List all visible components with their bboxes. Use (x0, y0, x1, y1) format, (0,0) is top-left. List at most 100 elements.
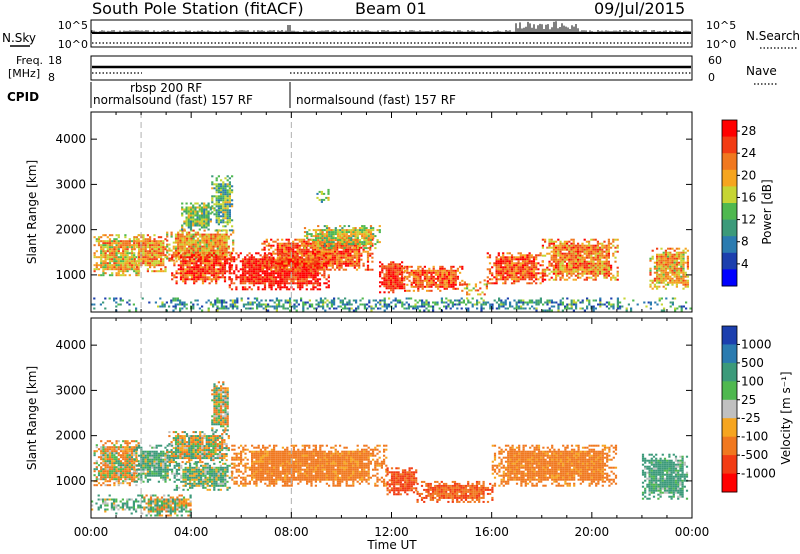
power-cell (116, 238, 118, 240)
power-cell (660, 258, 662, 260)
power-cell (116, 256, 118, 258)
power-cell (212, 306, 214, 308)
power-cell (529, 270, 531, 272)
power-cell (221, 242, 223, 244)
power-cell (122, 254, 124, 256)
power-cell (107, 258, 109, 260)
power-cell (249, 266, 251, 268)
power-cell (100, 304, 102, 306)
power-cell (312, 251, 314, 253)
power-cell (245, 308, 247, 310)
power-cell (303, 261, 305, 263)
power-cell (231, 282, 233, 284)
power-cell (229, 268, 231, 270)
power-cell (399, 273, 401, 275)
power-cell (669, 270, 671, 272)
power-cell (486, 287, 488, 289)
power-cell (191, 278, 193, 280)
power-cell (617, 273, 619, 275)
power-cell (217, 246, 219, 248)
power-cell (333, 235, 335, 237)
power-cell (544, 279, 546, 281)
power-cell (124, 270, 126, 272)
power-cell (266, 276, 268, 278)
power-cell (566, 247, 568, 249)
power-cell (562, 277, 564, 279)
power-cell (406, 268, 408, 270)
power-cell (131, 248, 133, 250)
power-cell (546, 253, 548, 255)
power-cell (520, 278, 522, 280)
power-cell (235, 268, 237, 270)
power-cell (244, 260, 246, 262)
power-cell (614, 247, 616, 249)
power-cell (206, 252, 208, 254)
power-cell (614, 251, 616, 253)
power-cell (164, 268, 166, 270)
power-cell (577, 269, 579, 271)
power-cell (339, 239, 341, 241)
power-cell (266, 280, 268, 282)
power-cell (399, 279, 401, 281)
power-cell (518, 276, 520, 278)
power-cell (279, 249, 281, 251)
power-cell (496, 278, 498, 280)
power-cell (424, 270, 426, 272)
power-cell (356, 269, 358, 271)
power-cell (319, 255, 321, 257)
power-cell (374, 247, 376, 249)
power-cell (520, 302, 522, 304)
power-cell (127, 260, 129, 262)
power-cell (386, 287, 388, 289)
power-cell (213, 274, 215, 276)
power-cell (281, 255, 283, 257)
power-cell (296, 310, 298, 312)
power-cell (577, 273, 579, 275)
power-cell (384, 306, 386, 308)
power-cell (335, 243, 337, 245)
power-cell (352, 265, 354, 267)
power-cell (599, 259, 601, 261)
power-cell (595, 267, 597, 269)
power-cell (346, 235, 348, 237)
power-cell (384, 298, 386, 300)
power-cell (487, 280, 489, 282)
power-cell (166, 246, 168, 248)
power-cell (224, 262, 226, 264)
power-cell (186, 234, 188, 236)
power-cell (223, 248, 225, 250)
power-cell (553, 261, 555, 263)
power-cell (305, 255, 307, 257)
power-cell (461, 290, 463, 292)
power-cell (206, 244, 208, 246)
power-cell (658, 266, 660, 268)
power-cell (211, 266, 213, 268)
power-cell (235, 274, 237, 276)
power-cell (617, 267, 619, 269)
power-cell (212, 238, 214, 240)
power-cell (342, 302, 344, 304)
power-cell (260, 254, 262, 256)
power-cell (494, 300, 496, 302)
power-cell (513, 278, 515, 280)
power-cell (597, 269, 599, 271)
power-cell (197, 246, 199, 248)
power-cell (333, 300, 335, 302)
power-cell (242, 282, 244, 284)
power-cell (392, 308, 394, 310)
power-cell (533, 256, 535, 258)
power-cell (652, 280, 654, 282)
power-cell (301, 245, 303, 247)
power-cell (357, 233, 359, 235)
power-cell (153, 244, 155, 246)
power-cell (687, 260, 689, 262)
power-cell (513, 266, 515, 268)
power-cell (439, 268, 441, 270)
power-cell (352, 261, 354, 263)
power-cell (180, 254, 182, 256)
power-cell (316, 249, 318, 251)
power-cell (390, 273, 392, 275)
power-cell (526, 274, 528, 276)
power-cell (319, 269, 321, 271)
power-cell (498, 274, 500, 276)
